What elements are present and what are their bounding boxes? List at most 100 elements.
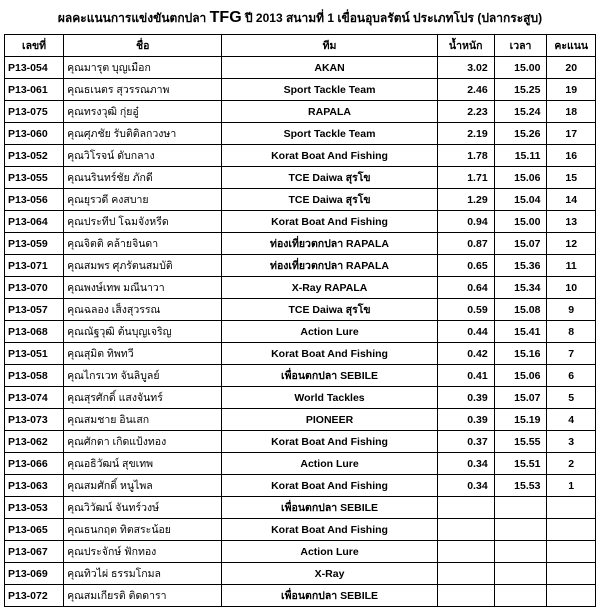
cell-name: คุณสุรศักดิ์ แสงจันทร์ [64,387,222,409]
cell-team: Action Lure [222,321,437,343]
table-row: P13-065คุณธนกฤต ทิตสระน้อยKorat Boat And… [5,519,596,541]
cell-team: Korat Boat And Fishing [222,145,437,167]
cell-weight: 0.39 [437,409,494,431]
table-row: P13-071คุณสมพร ศุภรัตนสมบัติท่องเที่ยวตก… [5,255,596,277]
col-score: คะแนน [547,35,596,57]
cell-weight: 2.46 [437,79,494,101]
cell-id: P13-075 [5,101,64,123]
cell-time: 15.06 [494,167,547,189]
cell-id: P13-051 [5,343,64,365]
cell-id: P13-057 [5,299,64,321]
cell-score [547,519,596,541]
cell-score: 17 [547,123,596,145]
table-row: P13-070คุณพงษ์เทพ มณีนาวาX-Ray RAPALA0.6… [5,277,596,299]
cell-time: 15.00 [494,211,547,233]
cell-time: 15.36 [494,255,547,277]
cell-team: เพื่อนตกปลา SEBILE [222,585,437,607]
col-time: เวลา [494,35,547,57]
cell-id: P13-068 [5,321,64,343]
table-row: P13-064คุณประทีป โฉมจังหรีดKorat Boat An… [5,211,596,233]
cell-id: P13-061 [5,79,64,101]
cell-id: P13-055 [5,167,64,189]
cell-weight: 1.78 [437,145,494,167]
table-row: P13-051คุณสุมิต ทิพทวีKorat Boat And Fis… [5,343,596,365]
cell-id: P13-058 [5,365,64,387]
cell-team: Korat Boat And Fishing [222,519,437,541]
cell-team: PIONEER [222,409,437,431]
cell-weight: 0.42 [437,343,494,365]
cell-time: 15.24 [494,101,547,123]
cell-team: เพื่อนตกปลา SEBILE [222,497,437,519]
cell-name: คุณสมพร ศุภรัตนสมบัติ [64,255,222,277]
table-body: P13-054คุณมารุต บุญเมือกAKAN3.0215.0020P… [5,57,596,607]
cell-weight: 2.19 [437,123,494,145]
cell-team: TCE Daiwa สุรโข [222,189,437,211]
cell-weight: 0.34 [437,475,494,497]
cell-team: Korat Boat And Fishing [222,343,437,365]
cell-time: 15.41 [494,321,547,343]
cell-team: ท่องเที่ยวตกปลา RAPALA [222,233,437,255]
table-row: P13-056คุณยุรวดี คงสบายTCE Daiwa สุรโข1.… [5,189,596,211]
cell-name: คุณฉลอง เส็งสุวรรณ [64,299,222,321]
cell-weight: 1.71 [437,167,494,189]
cell-name: คุณทรงวุฒิ กุ่ยอู๋ [64,101,222,123]
cell-score: 6 [547,365,596,387]
cell-weight: 0.65 [437,255,494,277]
cell-id: P13-060 [5,123,64,145]
cell-team: TCE Daiwa สุรโข [222,299,437,321]
table-row: P13-060คุณศุภชัย รับติติลกวงษาSport Tack… [5,123,596,145]
cell-weight: 0.59 [437,299,494,321]
cell-name: คุณณัฐวุฒิ ต้นบุญเจริญ [64,321,222,343]
cell-time: 15.07 [494,233,547,255]
cell-score: 13 [547,211,596,233]
cell-team: AKAN [222,57,437,79]
cell-weight [437,541,494,563]
cell-weight [437,563,494,585]
title-prefix: ผลคะแนนการแข่งขันตกปลา [58,11,210,25]
cell-team: ท่องเที่ยวตกปลา RAPALA [222,255,437,277]
col-id: เลขที่ [5,35,64,57]
cell-weight [437,585,494,607]
cell-name: คุณมารุต บุญเมือก [64,57,222,79]
cell-team: Action Lure [222,541,437,563]
cell-id: P13-052 [5,145,64,167]
cell-score [547,563,596,585]
cell-time: 15.55 [494,431,547,453]
cell-team: Korat Boat And Fishing [222,431,437,453]
table-row: P13-074คุณสุรศักดิ์ แสงจันทร์World Tackl… [5,387,596,409]
table-row: P13-058คุณไกรเวท จันลิบูลย์เพื่อนตกปลา S… [5,365,596,387]
cell-team: TCE Daiwa สุรโข [222,167,437,189]
table-row: P13-073คุณสมชาย อินเสกPIONEER0.3915.194 [5,409,596,431]
cell-score: 18 [547,101,596,123]
cell-time: 15.08 [494,299,547,321]
table-row: P13-053คุณวิวัฒน์ จันทร์วงษ์เพื่อนตกปลา … [5,497,596,519]
cell-score: 4 [547,409,596,431]
cell-weight: 0.44 [437,321,494,343]
cell-weight [437,497,494,519]
cell-score [547,497,596,519]
cell-time: 15.53 [494,475,547,497]
col-team: ทีม [222,35,437,57]
cell-weight: 1.29 [437,189,494,211]
cell-time: 15.07 [494,387,547,409]
cell-score: 1 [547,475,596,497]
cell-time [494,497,547,519]
table-row: P13-068คุณณัฐวุฒิ ต้นบุญเจริญAction Lure… [5,321,596,343]
cell-time [494,585,547,607]
cell-name: คุณธนกฤต ทิตสระน้อย [64,519,222,541]
cell-score: 20 [547,57,596,79]
cell-name: คุณยุรวดี คงสบาย [64,189,222,211]
cell-score: 19 [547,79,596,101]
cell-weight: 0.34 [437,453,494,475]
cell-score: 11 [547,255,596,277]
cell-score: 14 [547,189,596,211]
table-row: P13-069คุณทิวไผ่ ธรรมโกมลX-Ray [5,563,596,585]
cell-time: 15.06 [494,365,547,387]
cell-name: คุณศักดา เกิดแป้งทอง [64,431,222,453]
cell-time: 15.16 [494,343,547,365]
cell-id: P13-066 [5,453,64,475]
cell-score: 10 [547,277,596,299]
cell-id: P13-072 [5,585,64,607]
cell-score: 3 [547,431,596,453]
table-row: P13-067คุณประจักษ์ ฟักทองAction Lure [5,541,596,563]
